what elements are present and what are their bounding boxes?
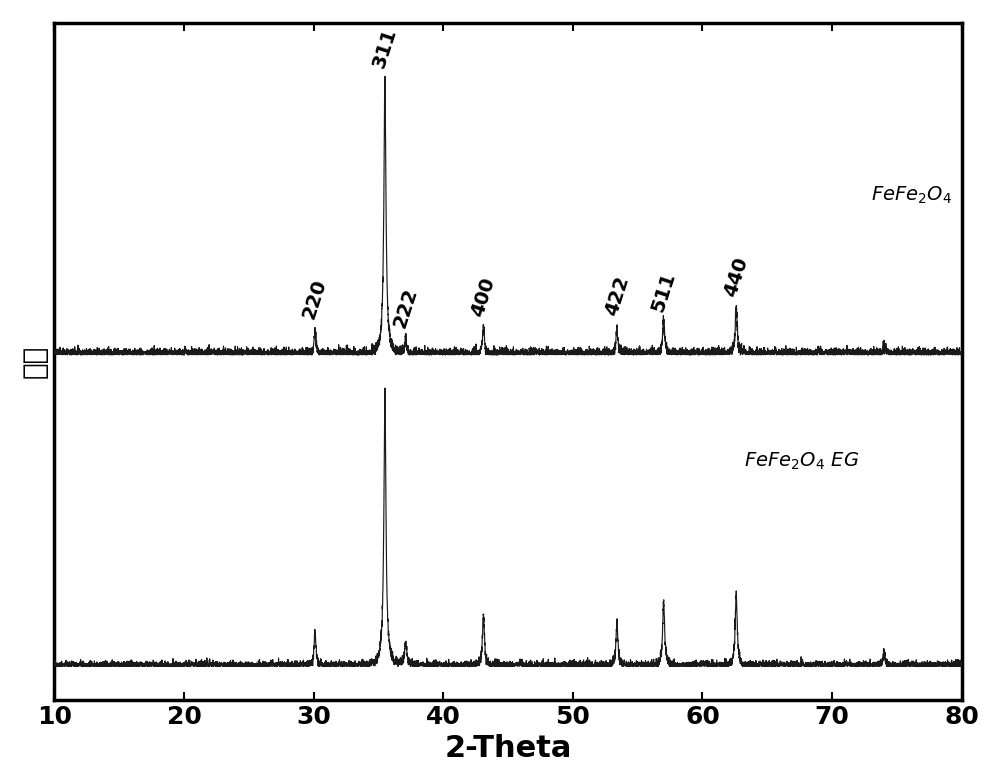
Text: 511: 511 [648, 269, 679, 314]
Text: 222: 222 [390, 286, 421, 331]
Text: 422: 422 [602, 274, 632, 318]
Text: 311: 311 [370, 26, 400, 71]
Text: FeFe$_2$O$_4$ EG: FeFe$_2$O$_4$ EG [744, 450, 859, 472]
Text: 220: 220 [300, 276, 330, 321]
X-axis label: 2-Theta: 2-Theta [444, 734, 572, 763]
Y-axis label: 强度: 强度 [21, 345, 49, 378]
Text: FeFe$_2$O$_4$: FeFe$_2$O$_4$ [871, 185, 952, 206]
Text: 440: 440 [721, 255, 752, 299]
Text: 400: 400 [468, 275, 499, 319]
